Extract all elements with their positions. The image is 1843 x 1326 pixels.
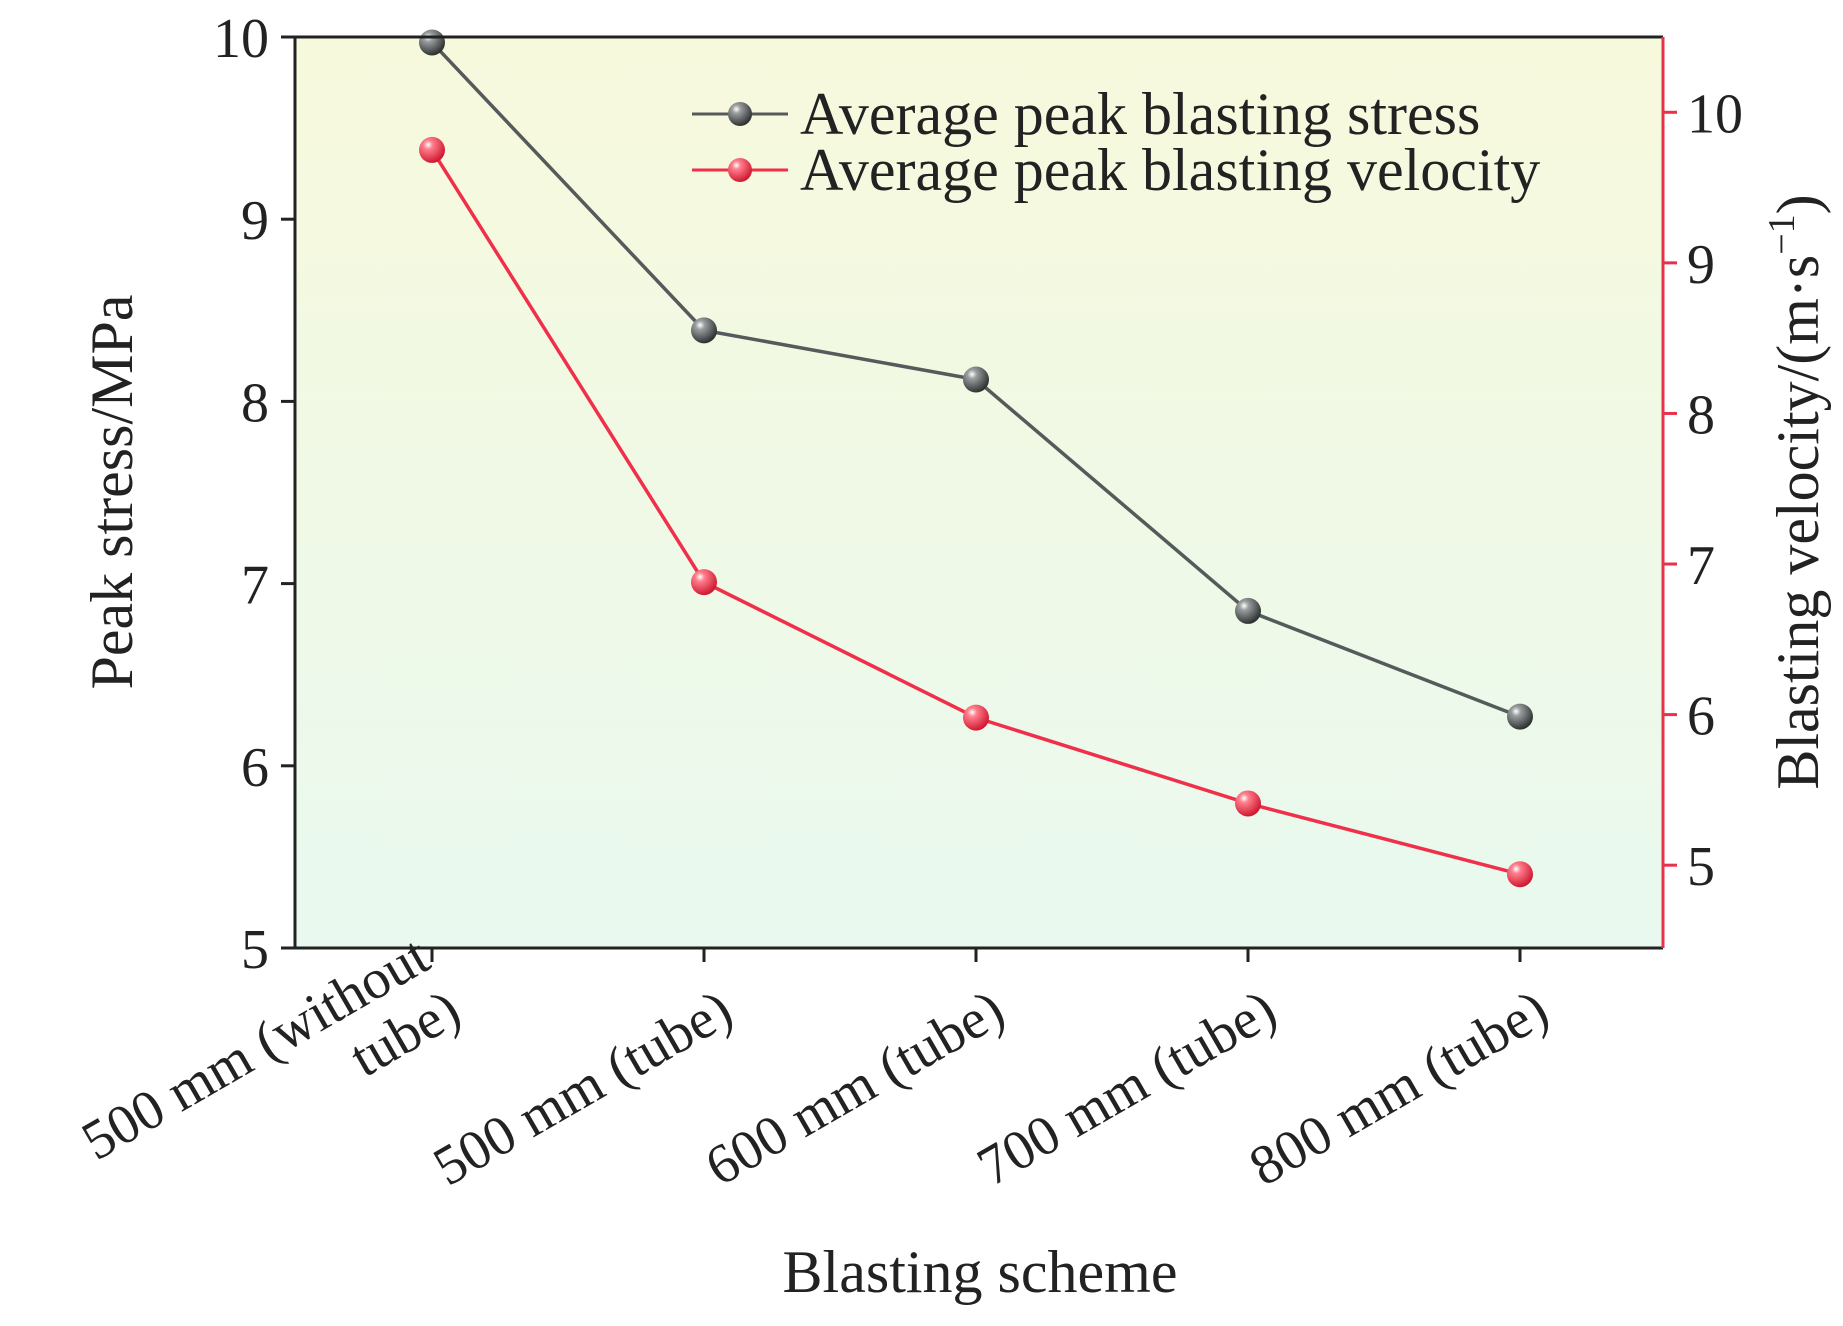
series-layer: [419, 29, 1533, 888]
data-point-velocity: [963, 704, 989, 731]
x-tick-label-line: 800 mm (tube): [1239, 978, 1558, 1198]
x-tick-label-line: 600 mm (tube): [695, 978, 1014, 1198]
data-point-velocity: [691, 569, 717, 596]
y-right-tick-label: 10: [1687, 83, 1743, 145]
y-right-tick-label: 9: [1687, 234, 1715, 296]
y-right-axis-title-end: ): [1765, 194, 1831, 214]
y-left-tick-label: 10: [213, 8, 269, 70]
y-left-tick-label: 8: [241, 372, 269, 434]
data-point-velocity: [1235, 790, 1261, 817]
y-left-tick-label: 9: [241, 190, 269, 252]
data-point-velocity: [1507, 861, 1533, 888]
legend-label-stress: Average peak blasting stress: [800, 81, 1480, 147]
y-left-tick-label: 7: [241, 555, 269, 617]
y-right-tick-label: 6: [1687, 686, 1715, 748]
y-right-axis-title-main: Blasting velocity/(m·s: [1765, 255, 1831, 790]
legend: Average peak blasting stress Average pea…: [692, 81, 1540, 203]
y-right-axis-title: Blasting velocity/(m·s−1): [1761, 194, 1831, 789]
data-point-stress: [419, 29, 445, 56]
legend-label-velocity: Average peak blasting velocity: [800, 137, 1540, 203]
axes-layer: 5 6 7 8 9 10 5 6 7 8 9 10: [213, 8, 1743, 981]
x-tick-label: 500 mm (withouttube): [72, 924, 471, 1226]
data-point-stress: [1235, 597, 1261, 624]
y-right-tick-label: 7: [1687, 535, 1715, 597]
x-tick-labels: 500 mm (withouttube)500 mm (tube)600 mm …: [72, 924, 1559, 1226]
y-right-tick-label: 5: [1687, 836, 1715, 898]
x-axis-title: Blasting scheme: [783, 1239, 1178, 1305]
x-tick-label: 600 mm (tube): [695, 978, 1014, 1198]
data-point-stress: [1507, 703, 1533, 730]
y-left-tick-label: 6: [241, 737, 269, 799]
x-tick-label: 800 mm (tube): [1239, 978, 1558, 1198]
y-left-axis-title: Peak stress/MPa: [79, 295, 145, 690]
data-point-velocity: [419, 136, 445, 163]
plot-background: [295, 37, 1663, 948]
y-right-axis-title-sup: −1: [1761, 214, 1803, 254]
y-left-tick-label: 5: [241, 919, 269, 981]
data-point-stress: [963, 366, 989, 393]
y-right-tick-label: 8: [1687, 384, 1715, 446]
x-tick-label: 700 mm (tube): [967, 978, 1286, 1198]
legend-marker-velocity: [728, 158, 752, 182]
x-tick-label-line: 500 mm (tube): [423, 978, 742, 1198]
legend-marker-stress: [728, 102, 752, 126]
x-tick-label-line: 700 mm (tube): [967, 978, 1286, 1198]
x-tick-label: 500 mm (tube): [423, 978, 742, 1198]
data-point-stress: [691, 317, 717, 344]
